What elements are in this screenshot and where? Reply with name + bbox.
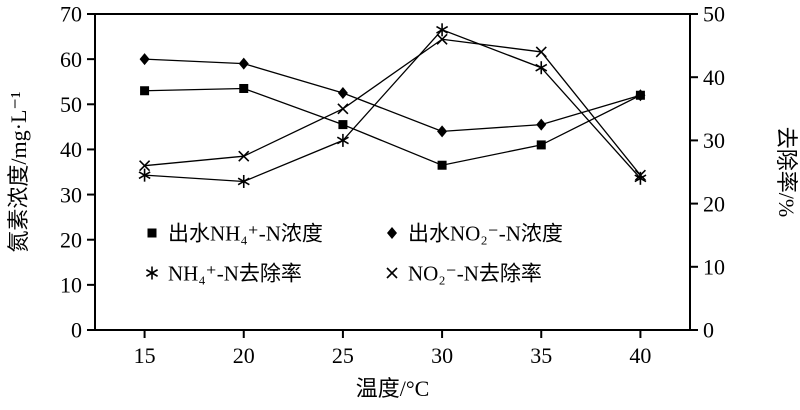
legend-label: NH₄⁺-N去除率 — [168, 261, 302, 285]
left-axis-tick-label: 60 — [60, 47, 82, 72]
square-marker — [239, 83, 249, 93]
square-marker — [536, 140, 546, 150]
diamond-marker — [437, 125, 448, 138]
left-axis-tick-label: 40 — [60, 137, 82, 162]
diamond-marker — [139, 53, 150, 66]
x-axis-tick-label: 15 — [134, 343, 156, 368]
x-marker — [535, 46, 547, 58]
series-line-3 — [144, 38, 641, 176]
diamond-marker — [635, 89, 646, 102]
right-axis-tick-label: 0 — [703, 318, 714, 343]
legend-label: NO₂⁻-N去除率 — [408, 261, 542, 285]
diamond-marker — [536, 118, 547, 131]
square-marker — [147, 228, 157, 238]
asterisk-marker — [237, 174, 250, 188]
x-marker — [337, 103, 349, 115]
x-marker — [634, 169, 646, 181]
x-marker — [386, 267, 398, 279]
series-line-1 — [144, 58, 641, 133]
x-marker — [139, 160, 151, 172]
left-axis-tick-label: 50 — [60, 92, 82, 117]
x-axis-tick-label: 25 — [332, 343, 354, 368]
x-axis-tick-label: 40 — [629, 343, 651, 368]
x-axis-tick-label: 30 — [431, 343, 453, 368]
left-axis-tick-label: 0 — [71, 318, 82, 343]
plot-frame — [94, 13, 691, 331]
asterisk-marker — [535, 61, 548, 75]
right-axis-title: 去除率/% — [774, 127, 799, 217]
left-axis-title: 氮素浓度/mg·L⁻¹ — [6, 91, 31, 252]
x-marker — [436, 33, 448, 45]
asterisk-marker — [336, 133, 349, 147]
right-axis-tick-label: 30 — [703, 128, 725, 153]
left-axis-tick-label: 10 — [60, 273, 82, 298]
left-axis-tick-label: 70 — [60, 2, 82, 27]
right-axis-tick-label: 50 — [703, 2, 725, 27]
diamond-marker — [337, 87, 348, 99]
right-axis-tick-label: 40 — [703, 65, 725, 90]
square-marker — [437, 160, 447, 170]
legend-label: 出水NO₂⁻-N浓度 — [408, 221, 563, 245]
left-axis-tick-label: 30 — [60, 182, 82, 207]
right-axis-tick-label: 20 — [703, 191, 725, 216]
x-axis-title: 温度/°C — [356, 376, 430, 401]
legend-label: 出水NH₄⁺-N浓度 — [168, 221, 323, 245]
series-line-0 — [144, 87, 641, 166]
asterisk-marker — [138, 168, 151, 182]
left-axis-tick-label: 20 — [60, 227, 82, 252]
diamond-marker — [387, 227, 397, 239]
right-axis-tick-label: 10 — [703, 255, 725, 280]
diamond-marker — [238, 57, 249, 70]
series-line-2 — [144, 29, 641, 183]
x-axis-tick-label: 35 — [530, 343, 552, 368]
square-marker — [338, 120, 348, 130]
square-marker — [140, 86, 150, 96]
x-marker — [238, 150, 250, 162]
asterisk-marker — [145, 266, 159, 280]
asterisk-marker — [634, 171, 647, 185]
x-axis-tick-label: 20 — [233, 343, 255, 368]
asterisk-marker — [436, 23, 449, 37]
